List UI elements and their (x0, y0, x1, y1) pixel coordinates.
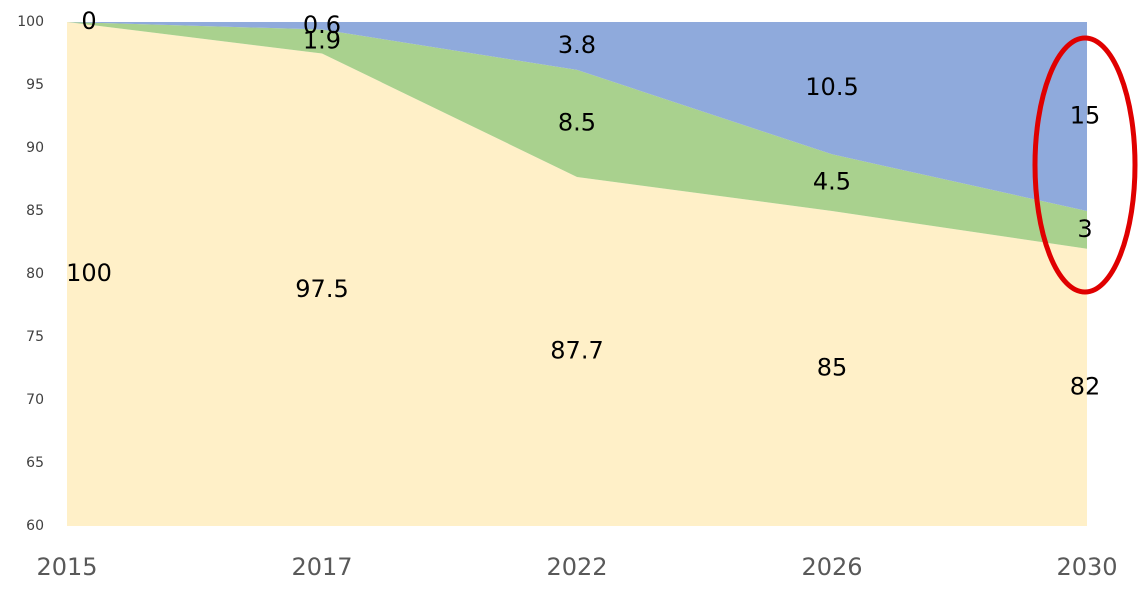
x-tick-label: 2026 (801, 553, 862, 581)
data-label: 3 (1077, 215, 1092, 243)
area (67, 22, 1087, 249)
data-label: 10.5 (805, 73, 858, 101)
data-label: 85 (817, 354, 848, 382)
highlight-ellipse (1032, 35, 1138, 295)
area (67, 22, 1087, 211)
data-label: 4.5 (813, 168, 851, 196)
data-label: 97.5 (295, 275, 348, 303)
x-tick-label: 2017 (291, 553, 352, 581)
x-tick-label: 2015 (36, 553, 97, 581)
data-label: 87.7 (550, 336, 603, 364)
y-tick-label: 75 (26, 329, 44, 345)
y-tick-label: 95 (26, 77, 44, 93)
labels: 60 65 70 75 80 85 90 95 100 2015 2017 2022 2026 2030 1… (17, 7, 1117, 581)
y-tick-label: 85 (26, 203, 44, 219)
data-label: 3.8 (558, 31, 596, 59)
area (67, 22, 1087, 526)
y-tick-label: 90 (26, 140, 44, 156)
x-tick-label: 2030 (1056, 553, 1117, 581)
data-label: 15 (1070, 102, 1101, 130)
y-tick-label: 60 (26, 518, 44, 534)
data-label: 100 (66, 259, 112, 287)
y-tick-label: 80 (26, 266, 44, 282)
data-label: 1.9 (303, 27, 341, 55)
y-tick-label: 65 (26, 455, 44, 471)
y-tick-label: 70 (26, 392, 44, 408)
data-label: 0.6 (303, 11, 341, 39)
data-label: 82 (1070, 372, 1101, 400)
x-tick-label: 2022 (546, 553, 607, 581)
y-tick-label: 100 (17, 14, 44, 30)
data-label: 8.5 (558, 108, 596, 136)
data-label: 0 (81, 7, 96, 35)
areas (67, 22, 1087, 526)
